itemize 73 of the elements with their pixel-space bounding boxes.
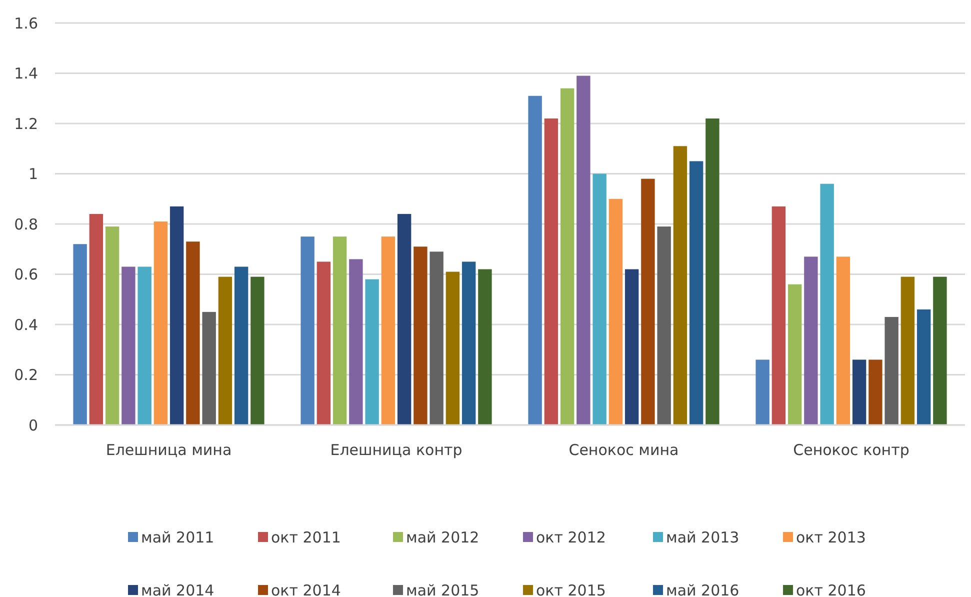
- bar: [788, 284, 802, 425]
- y-tick-label: 0.8: [14, 215, 38, 234]
- bar: [105, 226, 120, 425]
- bar: [349, 259, 363, 425]
- bar: [624, 269, 639, 425]
- bar: [202, 312, 216, 425]
- bar: [250, 276, 264, 425]
- legend-label: май 2015: [406, 581, 480, 597]
- bar: [332, 236, 347, 425]
- bar: [300, 236, 314, 425]
- bar: [884, 316, 898, 425]
- y-tick-label: 1.6: [14, 14, 38, 32]
- bar: [900, 276, 915, 425]
- legend-label: окт 2013: [796, 528, 866, 546]
- bar: [154, 221, 168, 425]
- bar: [170, 206, 184, 425]
- bar: [528, 96, 542, 425]
- bar: [122, 266, 136, 425]
- bar: [576, 76, 590, 425]
- y-tick-label: 1.2: [14, 114, 38, 133]
- bar: [430, 252, 444, 425]
- legend-label: май 2014: [141, 581, 214, 597]
- legend-label: май 2011: [141, 528, 214, 546]
- legend-label: май 2013: [666, 528, 740, 546]
- bar: [868, 360, 882, 425]
- y-tick-label: 1.4: [14, 64, 38, 82]
- bar: [608, 198, 623, 425]
- bar: [657, 226, 671, 425]
- bar: [462, 262, 476, 425]
- bar: [446, 272, 460, 425]
- bar: [316, 262, 331, 425]
- bar: [820, 184, 834, 425]
- x-tick-label: Сенокос контр: [793, 441, 910, 459]
- bar: [138, 266, 152, 425]
- bar: [641, 178, 655, 425]
- bar: [933, 276, 947, 425]
- bar: [544, 118, 558, 425]
- x-tick-label: Сенокос мина: [568, 441, 679, 459]
- bar: [73, 244, 87, 425]
- legend-label: окт 2011: [271, 528, 341, 546]
- bar: [218, 276, 232, 425]
- bar: [381, 236, 396, 425]
- legend-label: окт 2016: [796, 581, 866, 597]
- bar: [756, 360, 770, 425]
- legend-label: май 2016: [666, 581, 740, 597]
- bar: [836, 256, 850, 425]
- y-tick-label: 0.6: [14, 266, 38, 284]
- legend-label: окт 2012: [536, 528, 606, 546]
- bar: [414, 246, 428, 425]
- y-tick-label: 0: [28, 416, 38, 434]
- x-tick-label: Елешница контр: [330, 441, 462, 459]
- bar: [478, 269, 492, 425]
- bar: [234, 266, 248, 425]
- bar: [689, 161, 704, 425]
- y-tick-label: 1: [28, 165, 38, 183]
- bar: [804, 256, 818, 425]
- legend-label: окт 2014: [271, 581, 341, 597]
- bar: [365, 279, 379, 425]
- y-tick-label: 0.4: [14, 316, 38, 334]
- bar: [560, 88, 574, 425]
- bar: [186, 242, 200, 425]
- bar: [592, 174, 606, 425]
- bar: [89, 214, 104, 425]
- bar: [706, 118, 720, 425]
- bar: [772, 206, 786, 425]
- legend-label: май 2012: [406, 528, 480, 546]
- bar: [852, 360, 866, 425]
- bar: [916, 309, 931, 425]
- legend-label: окт 2015: [536, 581, 606, 597]
- x-tick-label: Елешница мина: [106, 441, 232, 459]
- bar: [673, 146, 688, 425]
- bar: [397, 214, 412, 425]
- y-tick-label: 0.2: [14, 366, 38, 384]
